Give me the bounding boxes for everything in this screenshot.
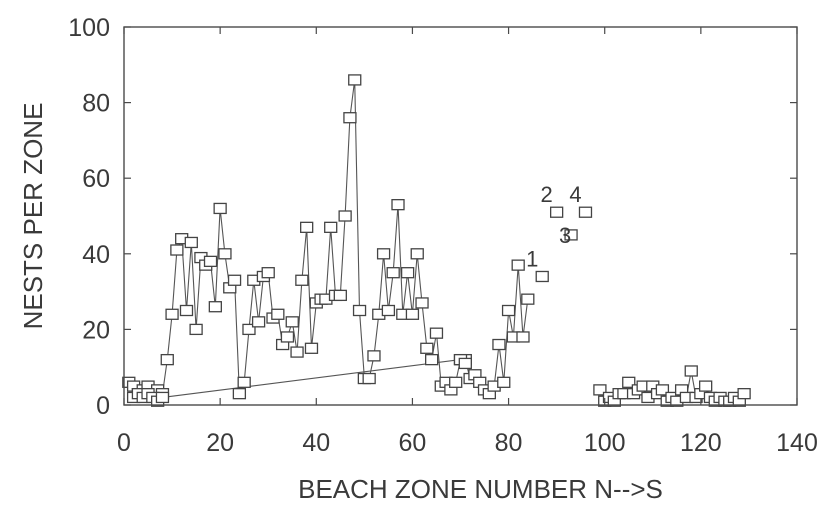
data-point-marker — [684, 365, 698, 377]
data-point-marker — [208, 301, 222, 313]
data-point-marker — [213, 202, 227, 215]
y-tick-label: 80 — [82, 90, 110, 118]
x-tick-label: 80 — [495, 429, 523, 457]
data-point-marker — [492, 338, 506, 351]
point-label: 2 — [541, 182, 553, 207]
data-point-marker — [184, 236, 198, 249]
data-point-marker — [362, 372, 376, 385]
data-point-marker — [295, 274, 309, 286]
data-point-marker — [497, 376, 511, 388]
y-tick-label: 0 — [96, 392, 110, 420]
y-tick-label: 40 — [82, 241, 110, 269]
data-point-marker — [165, 308, 179, 320]
series-layer — [128, 79, 745, 403]
data-point-marker — [242, 323, 256, 336]
labeled-point-marker — [535, 270, 549, 283]
data-point-marker — [425, 353, 439, 366]
data-point-marker — [352, 304, 367, 317]
x-tick-label: 0 — [117, 429, 131, 457]
y-tick-label: 100 — [68, 14, 110, 42]
data-point-marker — [511, 259, 525, 271]
data-point-marker — [261, 267, 275, 279]
y-tick-label: 20 — [82, 316, 110, 344]
data-point-marker — [203, 255, 218, 268]
data-point-marker — [227, 274, 242, 286]
data-point-marker — [516, 331, 530, 343]
data-point-marker — [501, 304, 516, 317]
data-point-marker — [285, 316, 299, 328]
data-point-marker — [593, 384, 607, 396]
data-point-marker — [429, 327, 444, 339]
plot-area-border — [123, 26, 798, 406]
data-point-marker — [189, 323, 203, 336]
data-point-marker — [324, 221, 338, 233]
data-point-marker — [415, 297, 429, 309]
labeled-point-marker — [549, 206, 564, 218]
data-point-marker — [333, 289, 347, 302]
data-point-marker — [300, 221, 314, 233]
data-point-marker — [155, 391, 170, 404]
data-point-marker — [232, 388, 247, 400]
x-tick-label: 60 — [399, 429, 427, 457]
x-tick-label: 40 — [302, 429, 330, 457]
data-point-marker — [237, 376, 251, 388]
y-axis-label: NESTS PER ZONE — [18, 103, 48, 330]
data-point-marker — [280, 331, 295, 343]
data-point-marker — [304, 342, 319, 354]
data-point-marker — [386, 267, 400, 279]
data-point-marker — [170, 244, 184, 256]
x-tick-label: 120 — [680, 429, 722, 457]
data-point-marker — [699, 380, 713, 392]
labeled-point-marker — [564, 229, 578, 241]
data-point-marker — [271, 308, 285, 320]
data-point-marker — [376, 248, 391, 260]
data-point-marker — [458, 357, 472, 370]
data-point-marker — [160, 353, 174, 366]
point-label: 4 — [569, 182, 581, 207]
data-point-marker — [348, 74, 362, 86]
series-line — [133, 359, 466, 402]
x-tick-label: 20 — [206, 429, 234, 457]
axis-ticks: 0 20 40 60 80 100 120 140 0 20 40 60 80 100 — [68, 14, 818, 457]
data-point-marker — [391, 199, 405, 211]
point-labels: 1 23 4 — [526, 182, 593, 283]
x-tick-label: 100 — [584, 429, 626, 457]
x-axis-label: BEACH ZONE NUMBER N-->S — [298, 474, 663, 504]
data-point-marker — [737, 388, 751, 400]
y-tick-label: 60 — [82, 165, 110, 193]
data-point-marker — [410, 248, 424, 260]
data-point-marker — [367, 350, 381, 362]
data-point-marker — [405, 308, 420, 320]
data-point-marker — [290, 346, 304, 358]
x-tick-label: 140 — [776, 429, 818, 457]
data-point-marker — [343, 112, 357, 124]
data-point-marker — [449, 376, 463, 388]
data-point-marker — [338, 210, 352, 222]
point-label: 1 — [526, 246, 538, 271]
data-point-marker — [179, 304, 194, 317]
data-point-marker — [251, 316, 266, 328]
data-point-marker — [655, 384, 670, 396]
marker-layer — [122, 74, 751, 407]
labeled-point-marker — [578, 206, 593, 218]
data-point-marker — [381, 304, 396, 317]
data-point-marker — [521, 293, 535, 305]
data-point-marker — [400, 267, 415, 279]
data-point-marker — [622, 376, 636, 388]
data-point-marker — [420, 342, 434, 354]
series-line — [128, 79, 529, 395]
plot-frame — [123, 26, 798, 406]
data-point-marker — [218, 248, 232, 260]
point-label: 3 — [559, 223, 571, 248]
